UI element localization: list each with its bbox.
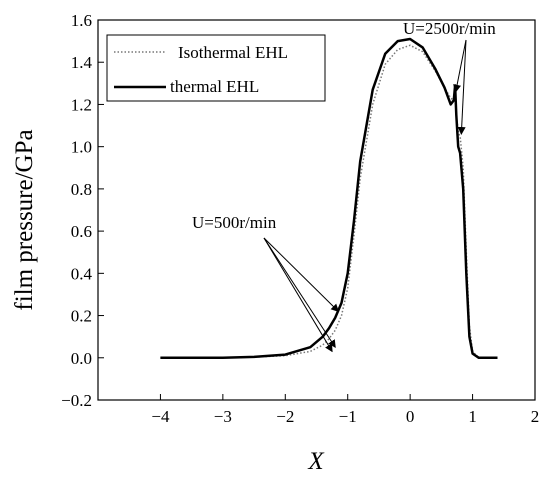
annotation-u500: U=500r/min: [192, 213, 277, 232]
x-tick-label: 1: [468, 407, 477, 426]
plot-frame: [97, 19, 536, 401]
axis-ticks: −4 −3 −2 −1 0 1 2 −0.2 0.0 0.2 0.4 0.6 0.8 1.0 1.2 1.4 1…: [61, 11, 539, 426]
annotation-arrow: [263, 237, 333, 353]
annotations: U=2500r/min U=500r/min: [192, 19, 496, 353]
legend: Isothermal EHL thermal EHL: [106, 34, 326, 102]
annotation-arrow: [453, 39, 467, 93]
x-axis-title: X: [307, 448, 325, 475]
x-tick-label: 0: [406, 407, 415, 426]
y-tick-label: 0.6: [71, 222, 92, 241]
annotation-arrow: [457, 39, 467, 135]
y-tick-label: 0.0: [71, 349, 92, 368]
annotation-arrow: [263, 237, 336, 349]
y-axis-title: film pressure/GPa: [11, 129, 38, 310]
y-tick-label: 1.2: [71, 95, 92, 114]
y-tick-label: 0.2: [71, 307, 92, 326]
plot-area-border: [97, 19, 536, 401]
annotation-u2500: U=2500r/min: [403, 19, 496, 38]
y-tick-label: 0.8: [71, 180, 92, 199]
y-tick-label: 1.0: [71, 138, 92, 157]
legend-label-isothermal: Isothermal EHL: [178, 43, 288, 62]
annotation-arrow: [263, 237, 340, 313]
x-tick-label: 2: [531, 407, 540, 426]
legend-label-thermal: thermal EHL: [170, 77, 259, 96]
y-tick-label: 0.4: [71, 264, 93, 283]
x-tick-label: −3: [214, 407, 232, 426]
legend-box: [106, 34, 326, 102]
x-tick-label: −2: [276, 407, 294, 426]
x-tick-label: −1: [339, 407, 357, 426]
series-line-isothermal: [160, 44, 498, 359]
y-tick-label: 1.4: [71, 53, 93, 72]
y-tick-label: −0.2: [61, 391, 92, 410]
y-tick-label: 1.6: [71, 11, 92, 30]
x-tick-label: −4: [151, 407, 170, 426]
